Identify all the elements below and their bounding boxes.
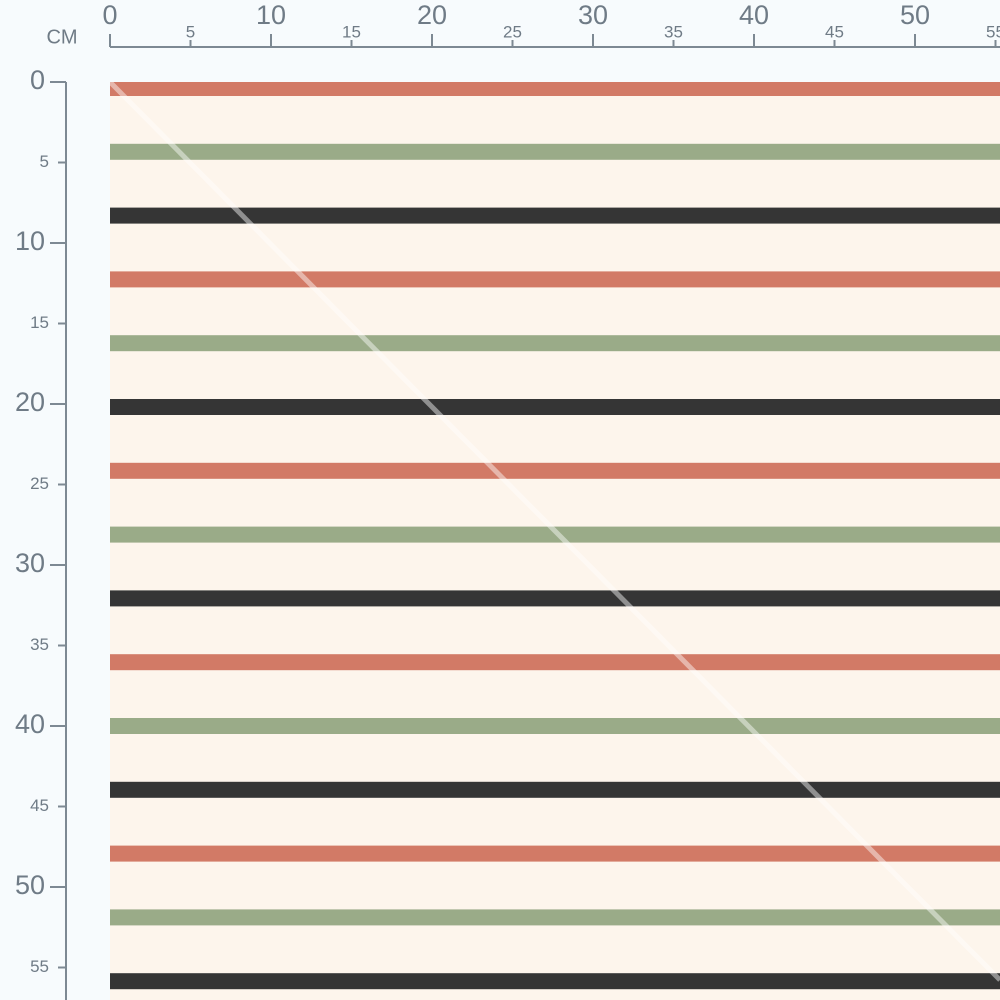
top-label: 35 [664,22,683,41]
top-label: 55 [986,22,1000,41]
top-label: 0 [102,0,117,30]
top-label: 50 [900,0,930,30]
stripe [110,207,1000,224]
stripes [110,82,1000,990]
stripe [110,82,1000,96]
unit-label: CM [46,26,77,48]
stripe [110,462,1000,479]
stripe [110,718,1000,734]
stripe [110,973,1000,990]
stripe [110,335,1000,352]
top-label: 20 [417,0,447,30]
left-label: 15 [30,313,49,332]
left-label: 5 [40,152,49,171]
left-label: 10 [15,226,45,256]
stripe [110,399,1000,415]
stripe [110,654,1000,671]
top-label: 45 [825,22,844,41]
left-label: 0 [30,65,45,95]
left-label: 40 [15,709,45,739]
top-label: 30 [578,0,608,30]
stripe [110,271,1000,288]
stripe [110,590,1000,607]
stripe [110,526,1000,543]
stripe [110,909,1000,926]
stripe [110,143,1000,160]
left-label: 35 [30,635,49,654]
left-label: 25 [30,474,49,493]
top-label: 15 [342,22,361,41]
top-label: 5 [186,22,195,41]
left-label: 50 [15,870,45,900]
stripe [110,845,1000,862]
left-label: 55 [30,957,49,976]
top-label: 10 [256,0,286,30]
light-streak [110,82,1000,982]
left-label: 30 [15,548,45,578]
top-label: 40 [739,0,769,30]
left-label: 45 [30,796,49,815]
stripe [110,781,1000,798]
left-label: 20 [15,387,45,417]
top-label: 25 [503,22,522,41]
